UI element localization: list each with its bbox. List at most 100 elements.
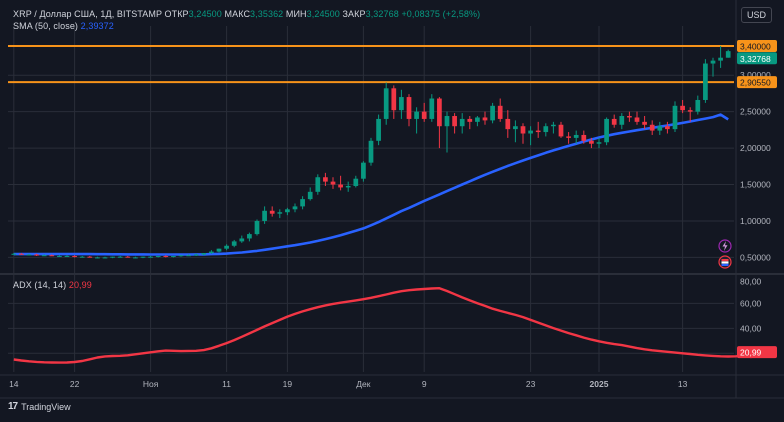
candle-body [687,110,693,112]
candle-body [125,256,131,258]
candle-down [406,94,412,127]
candle-body [421,111,427,119]
candle-down [391,85,397,119]
candle-body [87,256,93,258]
level-badge[interactable]: 2,90550 [737,76,777,89]
candle-body [307,191,313,200]
lightning-icon[interactable] [718,239,732,253]
candle-up [429,94,435,122]
candle-body [254,220,260,235]
adx-last-badge-bg [737,346,777,359]
last-price-badge-text: 3,32768 [740,54,771,64]
candle-body [178,255,184,257]
candle-body [672,105,678,130]
candle-body [19,253,24,255]
adx-line [13,287,767,364]
candle-up [254,219,260,236]
adx-tick-label: 40,00 [740,323,762,333]
candle-body [680,105,685,111]
adx-last-badge-text: 20,99 [740,348,762,358]
candle-body [216,248,222,252]
candle-body [186,255,191,257]
candle-body [95,257,100,259]
candle-down [627,111,632,122]
candle-up [239,235,245,243]
high-value: 3,35362 [250,9,284,19]
candle-body [429,98,435,119]
level-badge[interactable]: 3,40000 [737,40,777,53]
tradingview-logo[interactable]: 17 TradingView [8,401,71,412]
candle-down [467,116,473,130]
candle-body [140,256,146,258]
time-tick-label: 22 [70,379,80,389]
candle-up [399,89,404,119]
candle-up [718,46,723,68]
candle-body [34,254,39,256]
candle-up [102,256,108,259]
currency-button[interactable]: USD [740,7,772,23]
candle-body [224,245,229,249]
candle-body [414,111,419,119]
candle-down [49,254,55,257]
close-label: ЗАКР [342,9,366,19]
candle-body [148,256,153,258]
last-price-badge[interactable]: 3,32768 [737,52,777,65]
adx-tick-label: 60,00 [740,298,762,308]
candle-body [41,255,47,257]
candle-up [657,121,663,135]
time-axis[interactable]: 14 22 Ноя 11 19 Дек 9 23 2025 13 [9,379,688,389]
candle-up [292,203,298,213]
candle-down [535,121,541,138]
candle-body [323,177,328,182]
candle-down [520,123,526,144]
price-axis[interactable]: 0,50000 1,00000 1,50000 2,00000 2,50000 3,000… [737,40,777,358]
candle-down [687,107,693,122]
side-icons[interactable] [718,239,732,269]
candle-up [383,82,389,125]
candle-body [467,118,473,122]
candle-body [695,99,701,112]
flag-icon[interactable] [718,255,732,269]
candle-up [710,57,716,77]
candle-down [497,98,503,122]
candle-body [269,210,275,214]
candle-body [201,253,207,255]
candle-up [315,174,321,195]
candle-down [505,110,511,138]
candle-body [117,256,123,258]
time-tick-label: 14 [9,379,19,389]
candle-up [148,255,153,258]
time-tick-label: 19 [283,379,293,389]
adx-legend[interactable]: ADX (14, 14) 20,99 [13,280,92,290]
candle-body [330,181,336,185]
candle-up [140,256,146,259]
candle-down [581,130,587,144]
candle-body [368,140,374,163]
candle-up [201,253,207,256]
candlestick-series [11,46,731,259]
candle-body [710,60,716,64]
open-label: ОТКР [164,9,189,19]
candle-up [475,116,480,127]
candle-body [277,212,283,214]
adx-last-badge[interactable]: 20,99 [737,346,777,359]
candle-body [490,105,495,121]
candle-body [604,118,609,143]
lightning-icon-glyph [722,241,728,251]
candle-body [589,140,594,144]
level-badge-bg [737,76,777,89]
horizontal-levels[interactable] [8,45,734,84]
candle-body [513,126,518,130]
symbol-header: XRP / Доллар США, 1Д, BITSTAMP ОТКР3,245… [13,9,480,19]
candle-up [171,255,176,258]
sma-legend[interactable]: SMA (50, close) 2,39372 [13,21,114,31]
candle-up [459,113,465,134]
candle-body [475,117,480,122]
candle-up [285,207,290,216]
candle-up [193,253,199,256]
candle-body [155,255,161,257]
candle-up [703,59,708,103]
candle-up [307,187,313,201]
time-tick-label: 2025 [590,379,609,389]
candle-body [247,234,252,239]
